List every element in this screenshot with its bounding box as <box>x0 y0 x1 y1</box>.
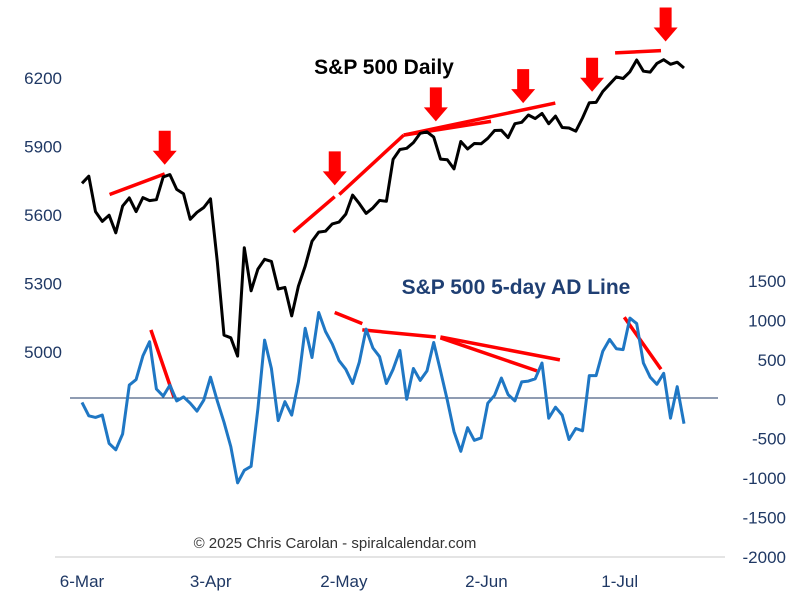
red-down-arrow <box>152 130 177 165</box>
annotation-arrows <box>152 7 678 186</box>
ad-tick-label: 0 <box>777 390 786 409</box>
ad-tick-label: -1500 <box>743 509 786 528</box>
red-trend-line <box>334 310 363 326</box>
red-trend-line <box>338 133 405 196</box>
x-axis-ticks: 6-Mar 3-Apr 2-May 2-Jun 1-Jul <box>60 572 638 591</box>
red-trend-line <box>403 101 556 137</box>
copyright-text: © 2025 Chris Carolan - spiralcalendar.co… <box>194 535 477 552</box>
ad-axis-ticks: 1500 1000 500 0 -500 -1000 -1500 -2000 <box>743 272 786 567</box>
x-tick-label: 1-Jul <box>601 572 638 591</box>
price-tick-label: 5600 <box>24 206 62 225</box>
red-trend-line <box>622 316 663 371</box>
ad-tick-label: 1000 <box>748 311 786 330</box>
red-trend-line <box>292 195 336 234</box>
ad-tick-label: 500 <box>758 351 786 370</box>
sp500-price-line <box>80 58 685 358</box>
x-tick-label: 2-Jun <box>465 572 508 591</box>
price-axis-ticks: 6200 5900 5600 5300 5000 <box>24 69 62 362</box>
ad-tick-label: -2000 <box>743 548 786 567</box>
red-down-arrow <box>322 151 347 186</box>
red-down-arrow <box>580 57 605 92</box>
price-tick-label: 6200 <box>24 69 62 88</box>
red-trend-line <box>362 328 436 339</box>
red-trend-line <box>615 48 662 55</box>
ad-tick-label: -500 <box>752 430 786 449</box>
red-down-arrow <box>511 69 536 104</box>
red-trend-line <box>440 335 561 362</box>
ad-tick-label: 1500 <box>748 272 786 291</box>
ad-chart-title: S&P 500 5-day AD Line <box>402 276 631 299</box>
red-down-arrow <box>423 87 448 122</box>
red-trend-line <box>439 336 538 373</box>
red-down-arrow <box>653 7 678 42</box>
ad-tick-label: -1000 <box>743 469 786 488</box>
x-tick-label: 3-Apr <box>190 572 232 591</box>
red-trend-line <box>108 172 166 197</box>
x-tick-label: 6-Mar <box>60 572 105 591</box>
price-tick-label: 5000 <box>24 343 62 362</box>
x-tick-label: 2-May <box>320 572 368 591</box>
annotation-lines <box>108 48 663 398</box>
ad-line <box>80 311 686 485</box>
price-tick-label: 5900 <box>24 138 62 157</box>
price-chart-title: S&P 500 Daily <box>314 56 454 79</box>
price-tick-label: 5300 <box>24 275 62 294</box>
